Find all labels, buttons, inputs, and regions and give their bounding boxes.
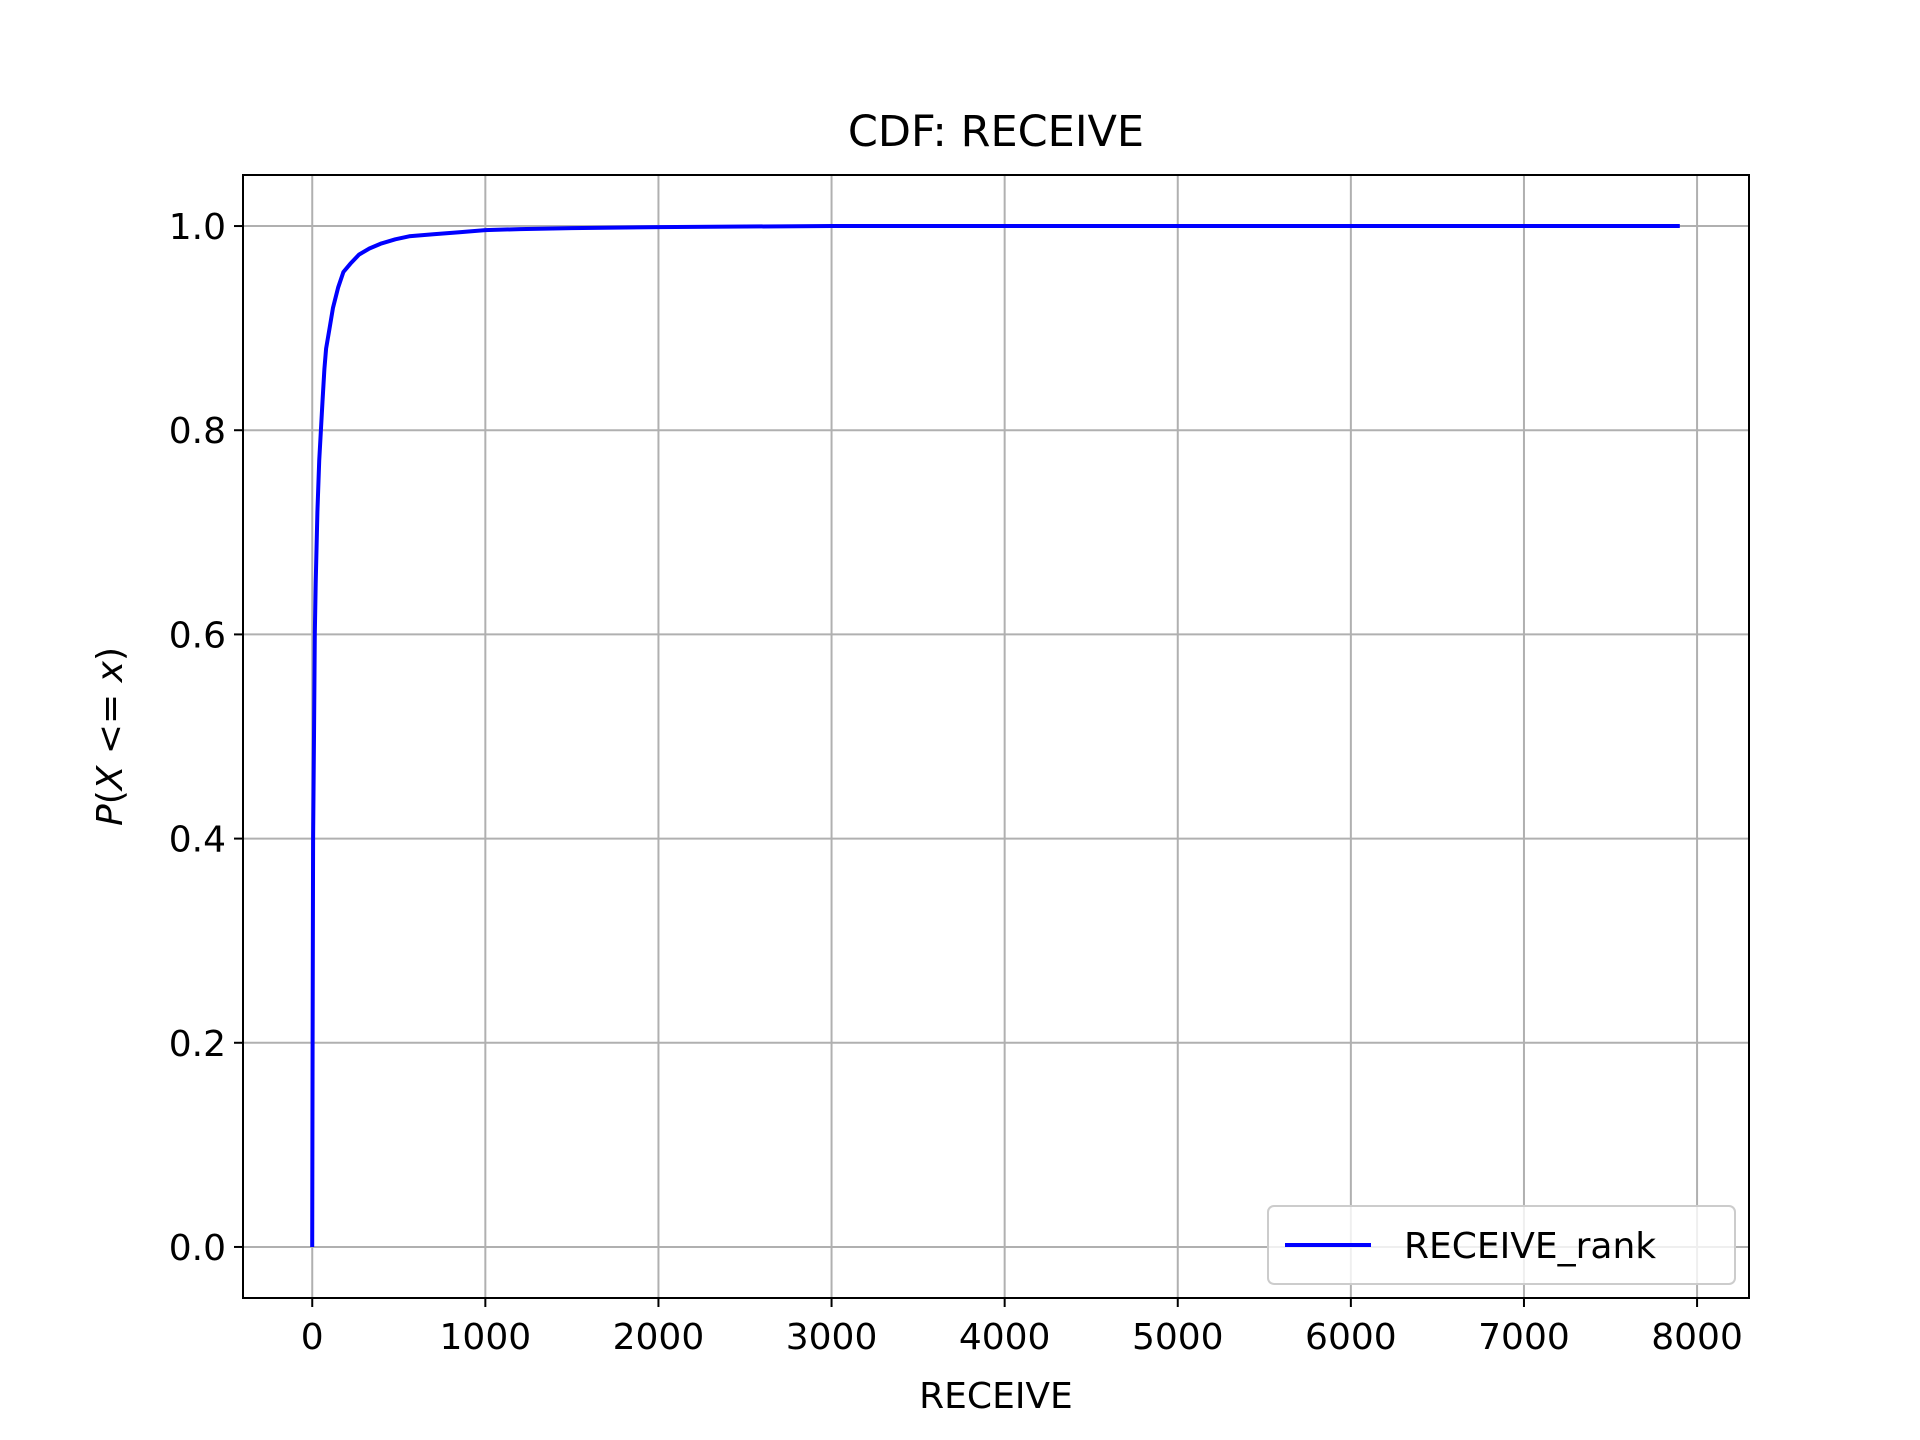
x-axis-label: RECEIVE: [919, 1376, 1073, 1417]
y-label-p: P: [90, 804, 131, 826]
legend-box: [1267, 1205, 1736, 1285]
x-tick-label: 5000: [1132, 1317, 1224, 1358]
x-tick-label: 4000: [959, 1317, 1051, 1358]
x-tick-label: 0: [301, 1317, 324, 1358]
y-axis-label: P(X <= x): [90, 647, 131, 826]
series-line: [310, 224, 1680, 1248]
y-tick-label: 1.0: [169, 207, 226, 248]
x-tick-label: 3000: [786, 1317, 878, 1358]
y-tick-label: 0.4: [169, 820, 226, 861]
legend: RECEIVE_rank: [1267, 1205, 1736, 1285]
axis-ticks: 0 1000 2000 3000 4000 5000 6000 7000 8000 0.0 0.2 0…: [169, 207, 1743, 1358]
y-label-x-lower: x: [90, 660, 131, 683]
series-layer: [310, 224, 1680, 1248]
x-tick-label: 6000: [1305, 1317, 1397, 1358]
chart-title: CDF: RECEIVE: [848, 107, 1144, 157]
x-tick-label: 2000: [613, 1317, 705, 1358]
plot-frame: [242, 174, 1750, 1299]
x-tick-label: 7000: [1478, 1317, 1570, 1358]
y-tick-label: 0.6: [169, 615, 226, 656]
legend-label: RECEIVE_rank: [1404, 1226, 1656, 1267]
y-label-x-upper: X: [90, 764, 131, 792]
y-label-close: ): [90, 647, 131, 661]
x-tick-label: 8000: [1651, 1317, 1743, 1358]
y-tick-label: 0.2: [169, 1024, 226, 1065]
x-tick-label: 1000: [440, 1317, 532, 1358]
y-label-open: (: [90, 790, 131, 804]
y-tick-label: 0.0: [169, 1228, 226, 1269]
y-label-op: <=: [90, 682, 131, 765]
y-tick-label: 0.8: [169, 411, 226, 452]
